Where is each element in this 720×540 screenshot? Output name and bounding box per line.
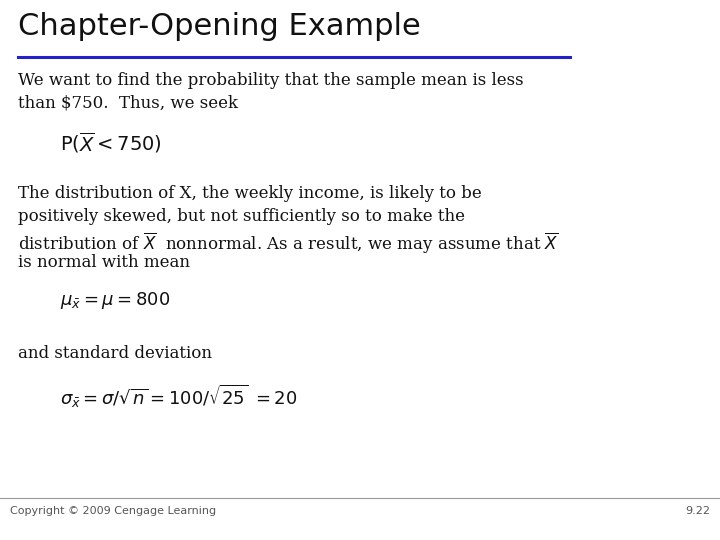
Text: 9.22: 9.22 xyxy=(685,506,710,516)
Text: is normal with mean: is normal with mean xyxy=(18,254,190,271)
Text: Chapter-Opening Example: Chapter-Opening Example xyxy=(18,12,420,41)
Text: $\mu_{\bar{x}} = \mu = 800$: $\mu_{\bar{x}} = \mu = 800$ xyxy=(60,290,170,311)
Text: than $750.  Thus, we seek: than $750. Thus, we seek xyxy=(18,95,238,112)
Text: positively skewed, but not sufficiently so to make the: positively skewed, but not sufficiently … xyxy=(18,208,465,225)
Text: $\sigma_{\bar{x}} = \sigma/\sqrt{n} = 100/\sqrt{25}\; = 20$: $\sigma_{\bar{x}} = \sigma/\sqrt{n} = 10… xyxy=(60,383,297,410)
Text: Copyright © 2009 Cengage Learning: Copyright © 2009 Cengage Learning xyxy=(10,506,216,516)
Text: $\mathrm{P}(\overline{X} < 750)$: $\mathrm{P}(\overline{X} < 750)$ xyxy=(60,130,162,155)
Text: and standard deviation: and standard deviation xyxy=(18,345,212,362)
Text: The distribution of X, the weekly income, is likely to be: The distribution of X, the weekly income… xyxy=(18,185,482,202)
Text: distribution of $\overline{X}$  nonnormal. As a result, we may assume that $\ove: distribution of $\overline{X}$ nonnormal… xyxy=(18,231,559,256)
Text: We want to find the probability that the sample mean is less: We want to find the probability that the… xyxy=(18,72,523,89)
